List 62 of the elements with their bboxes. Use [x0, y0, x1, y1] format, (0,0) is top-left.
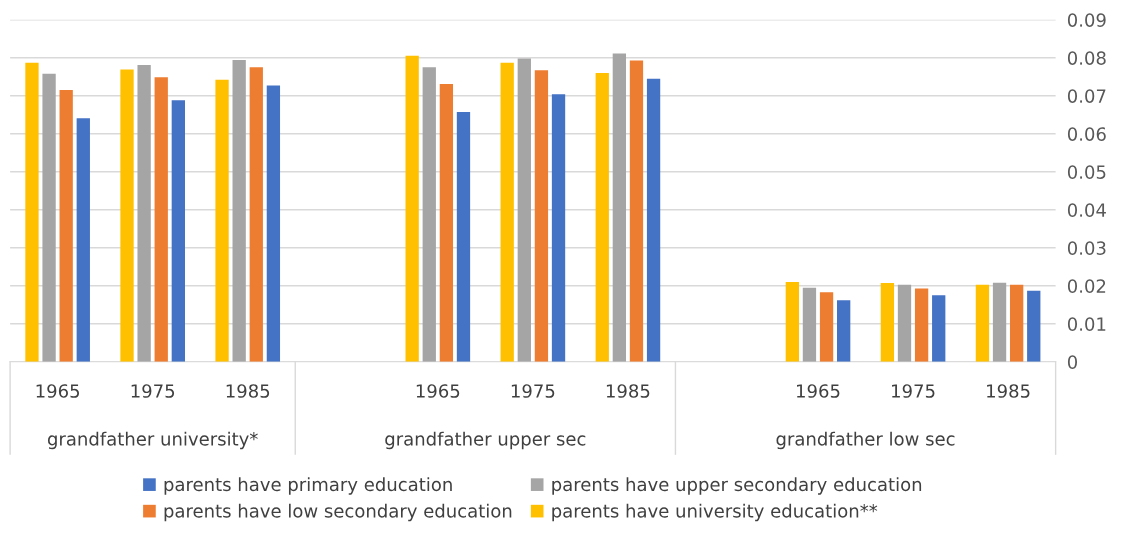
y-tick-label: 0.05: [1067, 165, 1106, 179]
y-tick-label: 0.01: [1067, 317, 1106, 331]
y-tick-label: 0.07: [1067, 89, 1106, 103]
bar: [975, 284, 990, 362]
x-tick-label: 1965: [416, 384, 460, 398]
x-tick-label: 1985: [987, 384, 1030, 398]
bar: [171, 100, 185, 362]
text: grandfather low sec: [776, 431, 955, 450]
bar: [59, 90, 73, 362]
bar: [914, 288, 929, 362]
bar: [42, 73, 56, 362]
text: grandfather university*: [47, 431, 258, 450]
legend-label: parents have primary education: [164, 477, 452, 495]
bar: [785, 281, 799, 362]
y-tick-label: 0.02: [1067, 279, 1106, 293]
bar: [517, 58, 531, 362]
bar: [232, 60, 246, 362]
bar: [612, 53, 627, 362]
bar: [992, 282, 1007, 362]
bar: [629, 60, 644, 362]
bar: [551, 94, 566, 362]
x-tick-label: 1975: [511, 384, 555, 398]
bar: [76, 118, 90, 362]
y-tick-label: 0: [1067, 355, 1078, 369]
y-tick-label: 0.09: [1067, 13, 1106, 27]
bar: [534, 70, 549, 362]
bar: [422, 67, 436, 362]
bar: [880, 283, 895, 362]
legend-label: parents have low secondary education: [164, 503, 512, 522]
bar: [1010, 284, 1024, 362]
x-tick-label: 1985: [226, 384, 270, 398]
legend-label: parents have university education**: [552, 503, 878, 522]
bar: [154, 77, 168, 362]
bar: [405, 55, 419, 362]
bar: [1027, 290, 1041, 362]
x-tick-label: 1965: [36, 384, 80, 398]
text: grandfather upper sec: [385, 431, 586, 450]
legend-label: parents have upper secondary education: [552, 477, 922, 495]
x-tick-label: 1975: [131, 384, 175, 398]
y-tick-label: 0.03: [1067, 241, 1106, 255]
x-tick-label: 1975: [892, 384, 935, 398]
bar: [802, 287, 817, 362]
bar: [837, 300, 851, 362]
bar: [120, 69, 134, 362]
bar: [215, 79, 229, 362]
bar: [500, 62, 514, 362]
bar: [137, 64, 151, 362]
y-tick-label: 0.06: [1067, 127, 1106, 141]
bar: [439, 83, 454, 362]
bar: [249, 67, 263, 362]
y-tick-label: 0.04: [1067, 203, 1106, 217]
bar: [897, 284, 912, 362]
bar: [266, 85, 281, 362]
bar: [456, 112, 471, 362]
bar: [646, 78, 661, 362]
bar: [932, 295, 946, 362]
bar: [595, 72, 609, 362]
y-tick-label: 0.08: [1067, 51, 1106, 65]
x-tick-label: 1965: [797, 384, 840, 398]
bar: [819, 292, 834, 362]
x-tick-label: 1985: [606, 384, 650, 398]
bar: [25, 62, 39, 362]
